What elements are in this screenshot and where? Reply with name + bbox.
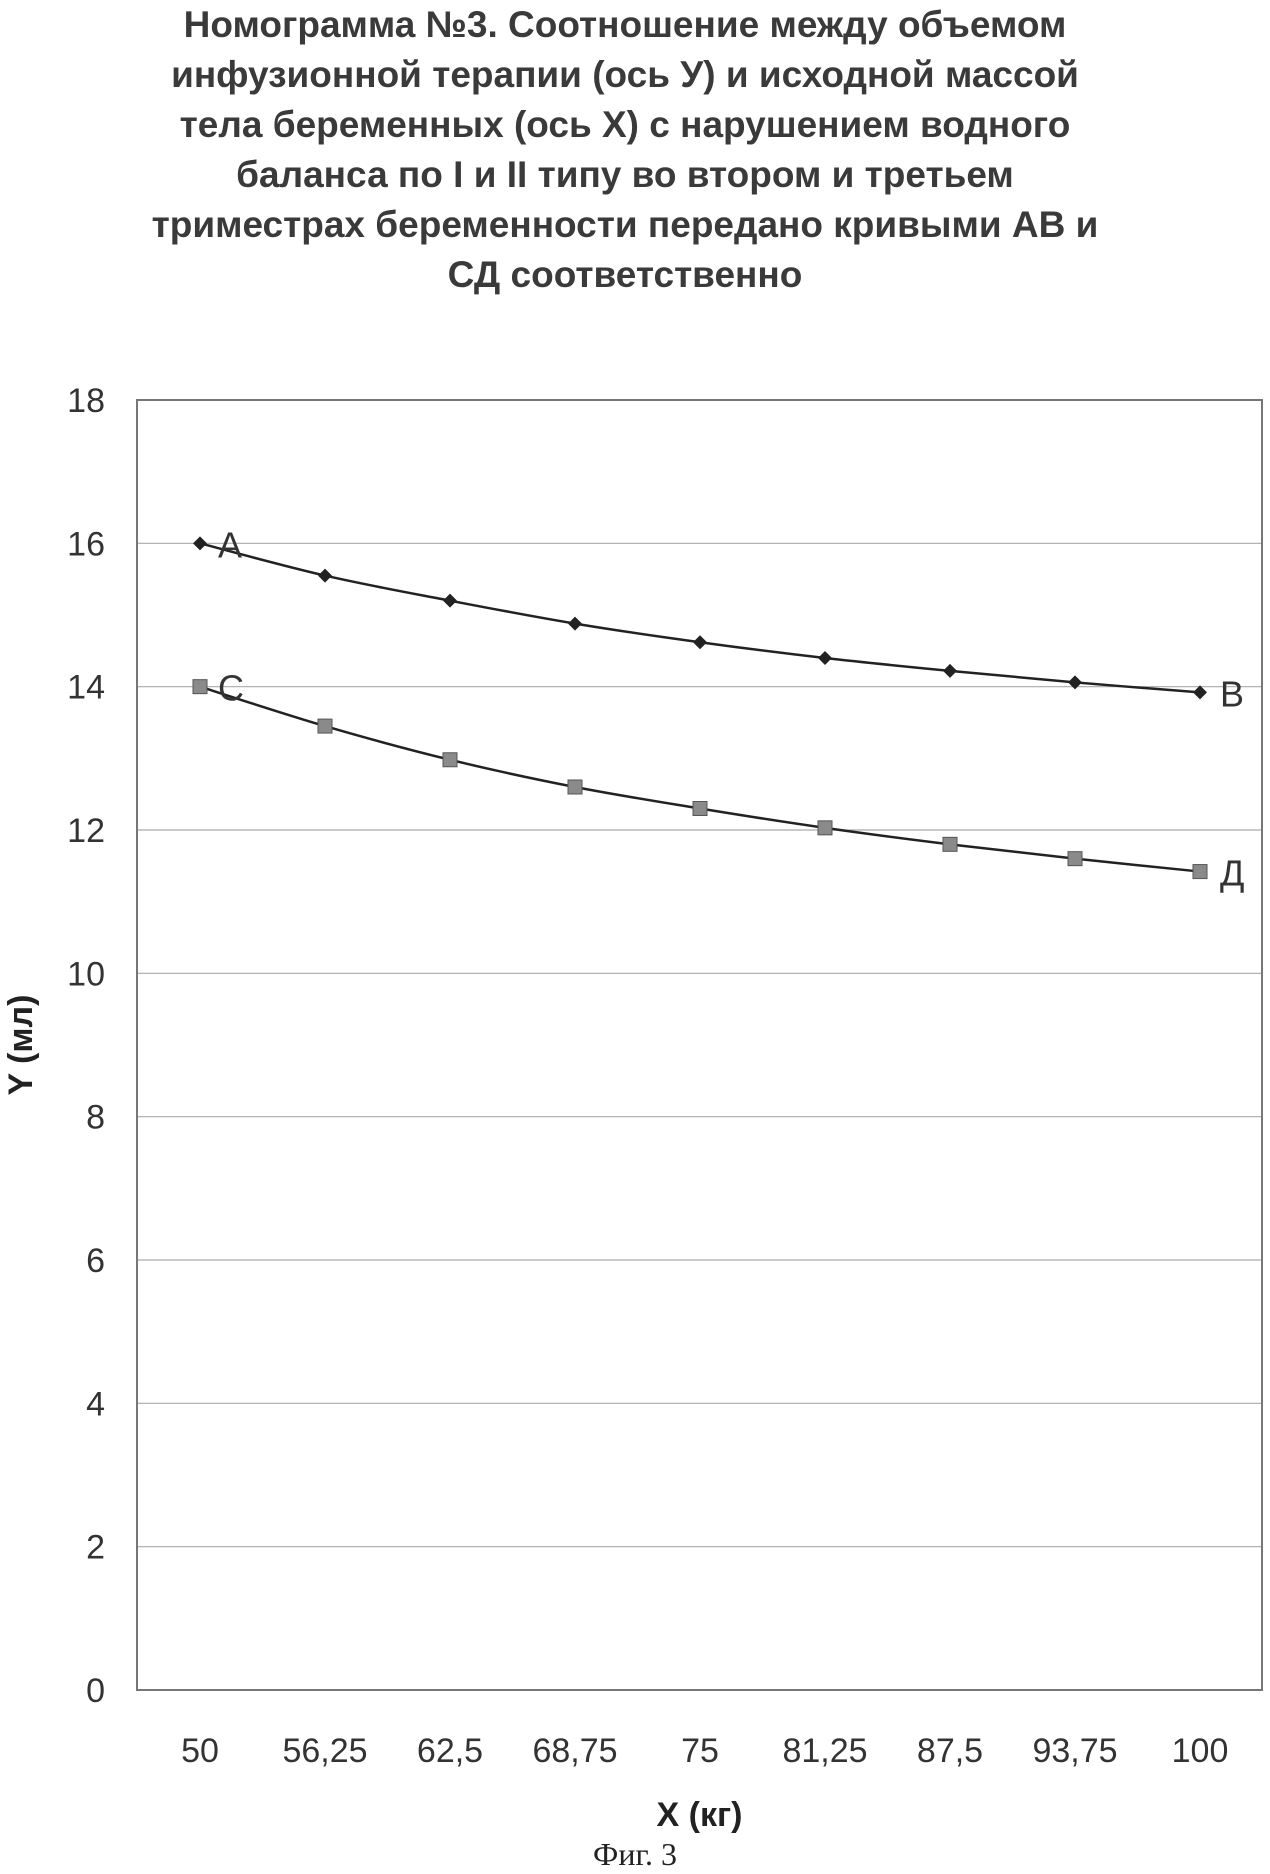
y-tick-label: 6 bbox=[86, 1242, 105, 1280]
data-point bbox=[943, 664, 957, 678]
y-tick-label: 14 bbox=[67, 669, 105, 707]
data-point bbox=[568, 780, 582, 794]
y-tick-labels: 0 2 4 6 8 10 12 14 16 18 bbox=[67, 382, 105, 1710]
x-tick-label: 75 bbox=[681, 1732, 719, 1770]
y-tick-label: 0 bbox=[86, 1672, 105, 1710]
data-point bbox=[818, 821, 832, 835]
y-tick-label: 8 bbox=[86, 1099, 105, 1137]
data-point bbox=[318, 719, 332, 733]
data-point bbox=[693, 802, 707, 816]
series-group: ABCД bbox=[193, 524, 1244, 893]
curve-end-label: Д bbox=[1220, 853, 1244, 894]
series-AB: AB bbox=[193, 524, 1244, 714]
x-tick-label: 81,25 bbox=[782, 1732, 867, 1770]
curve-end-label: B bbox=[1220, 673, 1244, 714]
data-point bbox=[943, 837, 957, 851]
x-tick-label: 68,75 bbox=[532, 1732, 617, 1770]
data-point bbox=[193, 680, 207, 694]
y-tick-label: 16 bbox=[67, 525, 105, 563]
data-point bbox=[693, 635, 707, 649]
data-point bbox=[1193, 865, 1207, 879]
x-tick-label: 93,75 bbox=[1032, 1732, 1117, 1770]
y-tick-label: 12 bbox=[67, 812, 105, 850]
curve-start-label: A bbox=[218, 524, 242, 565]
y-tick-label: 4 bbox=[86, 1385, 105, 1423]
grid-lines bbox=[137, 543, 1262, 1546]
x-tick-label: 56,25 bbox=[282, 1732, 367, 1770]
x-tick-label: 62,5 bbox=[417, 1732, 483, 1770]
data-point bbox=[1193, 685, 1207, 699]
x-tick-label: 100 bbox=[1172, 1732, 1229, 1770]
y-tick-label: 2 bbox=[86, 1529, 105, 1567]
data-point bbox=[1068, 852, 1082, 866]
y-tick-label: 18 bbox=[67, 382, 105, 420]
x-axis-label: X (кг) bbox=[657, 1796, 743, 1834]
series-line bbox=[200, 543, 1200, 692]
data-point bbox=[818, 651, 832, 665]
x-tick-label: 50 bbox=[181, 1732, 219, 1770]
series-line bbox=[200, 687, 1200, 872]
x-tick-label: 87,5 bbox=[917, 1732, 983, 1770]
figure-caption: Фиг. 3 bbox=[0, 1836, 1270, 1873]
data-point bbox=[318, 569, 332, 583]
y-axis-label: Y (мл) bbox=[2, 995, 40, 1096]
data-point bbox=[443, 594, 457, 608]
data-point bbox=[443, 753, 457, 767]
curve-start-label: C bbox=[218, 668, 244, 709]
data-point bbox=[568, 617, 582, 631]
y-tick-label: 10 bbox=[67, 955, 105, 993]
data-point bbox=[193, 536, 207, 550]
series-CД: CД bbox=[193, 668, 1244, 894]
x-tick-labels: 50 56,25 62,5 68,75 75 81,25 87,5 93,75 100 bbox=[181, 1732, 1228, 1770]
plot-frame bbox=[137, 400, 1262, 1690]
